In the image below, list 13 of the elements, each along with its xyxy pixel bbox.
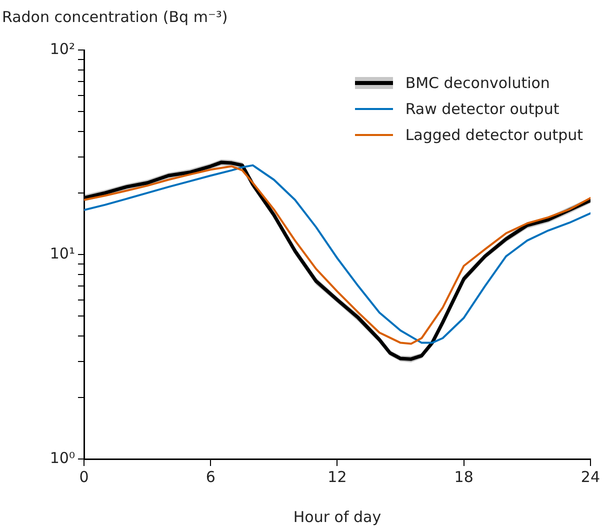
y-tick-label: 10⁰ [50,448,75,467]
x-tick-label: 12 [328,468,347,486]
x-axis-title: Hour of day [293,508,382,526]
y-axis-title: Radon concentration (Bq m⁻³) [2,8,228,26]
legend-label: Raw detector output [405,100,560,118]
y-tick-label: 10² [50,40,75,58]
x-tick-label: 6 [206,468,216,486]
y-tick-label: 10¹ [50,244,75,262]
x-tick-label: 18 [454,468,474,486]
x-tick-label: 0 [79,468,89,486]
legend-label: Lagged detector output [405,126,583,144]
legend-label: BMC deconvolution [405,74,550,92]
x-tick-label: 24 [580,468,600,486]
